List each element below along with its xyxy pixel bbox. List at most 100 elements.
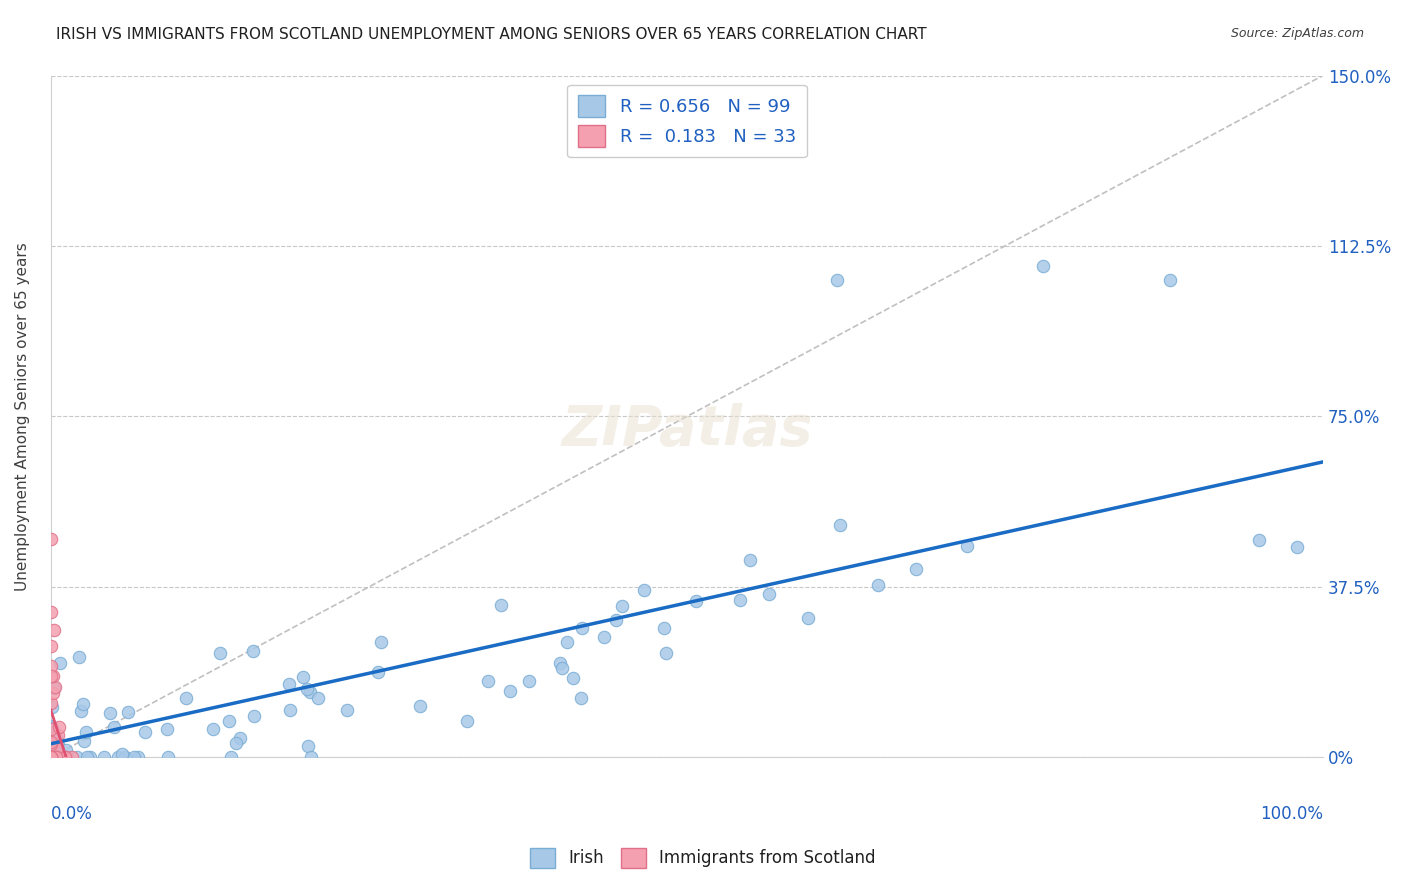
- Point: [367, 665, 389, 680]
- Point: [828, 518, 851, 533]
- Point: [41, 725, 63, 739]
- Point: [336, 703, 359, 717]
- Point: [124, 750, 146, 764]
- Point: [111, 747, 134, 761]
- Point: [866, 578, 889, 592]
- Point: [633, 582, 655, 597]
- Point: [41, 639, 63, 653]
- Point: [45, 731, 67, 745]
- Point: [53, 750, 76, 764]
- Point: [243, 709, 266, 723]
- Point: [41, 669, 63, 683]
- Point: [548, 656, 571, 670]
- Point: [41, 750, 63, 764]
- Point: [956, 539, 979, 553]
- Point: [42, 750, 65, 764]
- Point: [98, 706, 121, 721]
- Point: [409, 698, 432, 713]
- Point: [41, 699, 63, 714]
- Point: [652, 621, 675, 635]
- Point: [41, 750, 63, 764]
- Text: Source: ZipAtlas.com: Source: ZipAtlas.com: [1230, 27, 1364, 40]
- Point: [307, 690, 329, 705]
- Point: [41, 750, 63, 764]
- Point: [73, 733, 96, 747]
- Point: [569, 690, 592, 705]
- Point: [41, 735, 63, 749]
- Text: 100.0%: 100.0%: [1260, 805, 1323, 823]
- Point: [221, 750, 243, 764]
- Point: [242, 643, 264, 657]
- Point: [517, 673, 540, 688]
- Point: [44, 750, 66, 764]
- Point: [42, 686, 65, 700]
- Point: [685, 594, 707, 608]
- Point: [41, 750, 63, 764]
- Point: [456, 714, 478, 729]
- Point: [79, 750, 101, 764]
- Point: [41, 659, 63, 673]
- Point: [127, 750, 149, 764]
- Point: [278, 677, 301, 691]
- Point: [70, 705, 93, 719]
- Point: [292, 670, 315, 684]
- Point: [39, 750, 62, 764]
- Point: [571, 621, 593, 635]
- Point: [117, 705, 139, 719]
- Point: [42, 623, 65, 637]
- Point: [39, 750, 62, 764]
- Point: [297, 739, 319, 754]
- Point: [174, 690, 197, 705]
- Point: [46, 739, 69, 753]
- Point: [67, 650, 90, 665]
- Point: [48, 656, 70, 670]
- Point: [46, 750, 69, 764]
- Point: [41, 750, 63, 764]
- Point: [218, 714, 240, 728]
- Point: [39, 719, 62, 733]
- Point: [41, 737, 63, 751]
- Point: [60, 750, 83, 764]
- Point: [555, 635, 578, 649]
- Point: [65, 749, 87, 764]
- Text: 0.0%: 0.0%: [51, 805, 93, 823]
- Point: [41, 727, 63, 741]
- Point: [39, 742, 62, 756]
- Point: [76, 750, 98, 764]
- Point: [103, 720, 125, 734]
- Point: [41, 750, 63, 764]
- Legend: R = 0.656   N = 99, R =  0.183   N = 33: R = 0.656 N = 99, R = 0.183 N = 33: [567, 85, 807, 158]
- Point: [93, 750, 115, 764]
- Y-axis label: Unemployment Among Seniors over 65 years: Unemployment Among Seniors over 65 years: [15, 242, 30, 591]
- Point: [55, 750, 77, 764]
- Point: [114, 750, 136, 764]
- Point: [477, 674, 499, 689]
- Point: [41, 750, 63, 764]
- Point: [134, 724, 156, 739]
- Point: [299, 750, 322, 764]
- Point: [42, 731, 65, 745]
- Point: [156, 723, 179, 737]
- Point: [55, 743, 77, 757]
- Point: [278, 703, 301, 717]
- Point: [225, 735, 247, 749]
- Point: [654, 646, 676, 660]
- Legend: Irish, Immigrants from Scotland: Irish, Immigrants from Scotland: [523, 841, 883, 875]
- Point: [51, 750, 73, 764]
- Point: [551, 661, 574, 675]
- Point: [48, 750, 70, 764]
- Point: [740, 552, 762, 566]
- Point: [295, 682, 318, 697]
- Point: [41, 722, 63, 736]
- Point: [827, 273, 849, 287]
- Point: [51, 750, 73, 764]
- Point: [562, 671, 585, 685]
- Point: [41, 750, 63, 764]
- Point: [41, 696, 63, 710]
- Point: [41, 605, 63, 619]
- Point: [499, 684, 522, 698]
- Point: [41, 668, 63, 682]
- Point: [592, 630, 614, 644]
- Point: [45, 750, 67, 764]
- Point: [202, 722, 225, 736]
